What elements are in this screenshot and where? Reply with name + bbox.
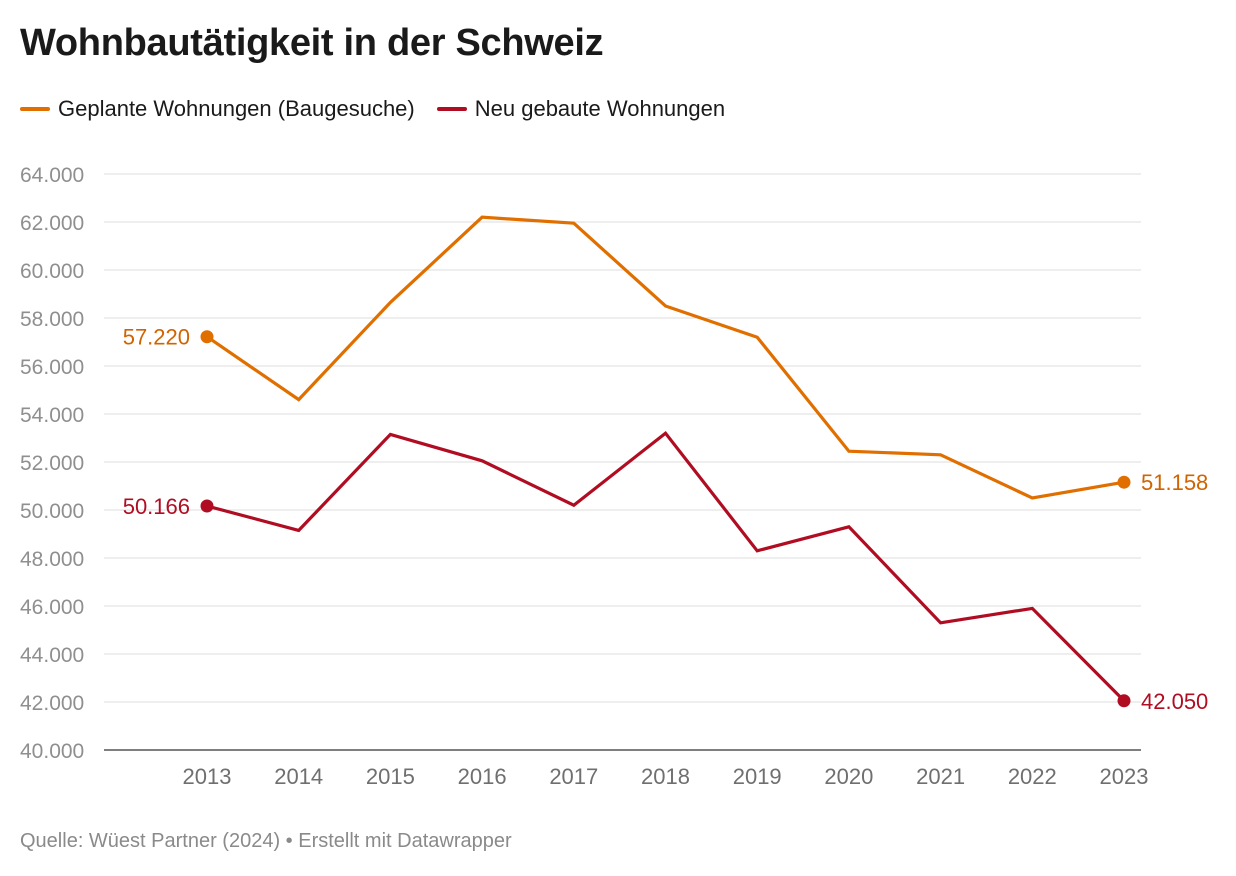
y-tick-label: 62.000 [20,212,84,235]
y-tick-label: 58.000 [20,308,84,331]
series-1-point [1117,694,1131,708]
x-tick-label: 2021 [916,764,965,789]
x-tick-label: 2018 [641,764,690,789]
series-0-point [1117,475,1131,489]
series-0-point [200,330,214,344]
legend-item-neu-gebaute: Neu gebaute Wohnungen [436,96,726,122]
y-tick-label: 42.000 [20,692,84,715]
y-tick-label: 44.000 [20,644,84,667]
series-0-start-label: 57.220 [123,325,190,350]
legend-label-geplante: Geplante Wohnungen (Baugesuche) [58,96,415,121]
series-1-point [200,499,214,513]
x-tick-label: 2017 [549,764,598,789]
legend-item-geplante: Geplante Wohnungen (Baugesuche) [20,96,415,122]
legend-swatch-geplante [20,107,50,111]
y-tick-label: 46.000 [20,596,84,619]
y-tick-label: 64.000 [20,164,84,187]
y-tick-label: 50.000 [20,500,84,523]
series-line-1 [205,430,1126,703]
legend: Geplante Wohnungen (Baugesuche) Neu geba… [20,96,725,122]
series-line-0 [205,215,1126,500]
x-tick-label: 2013 [183,764,232,789]
series-1-start-label: 50.166 [123,494,190,519]
legend-swatch-neu-gebaute [436,107,467,111]
y-tick-label: 60.000 [20,260,84,283]
x-tick-label: 2020 [824,764,873,789]
y-tick-label: 48.000 [20,548,84,571]
y-tick-label: 56.000 [20,356,84,379]
source-footer: Quelle: Wüest Partner (2024) • Erstellt … [20,830,512,852]
x-tick-label: 2022 [1008,764,1057,789]
x-tick-label: 2015 [366,764,415,789]
x-tick-label: 2019 [733,764,782,789]
x-tick-label: 2023 [1100,764,1149,789]
y-tick-label: 52.000 [20,452,84,475]
chart-title: Wohnbautätigkeit in der Schweiz [20,22,604,64]
x-tick-label: 2014 [274,764,323,789]
legend-label-neu-gebaute: Neu gebaute Wohnungen [474,96,726,121]
series-0-end-label: 51.158 [1141,470,1208,495]
y-tick-label: 40.000 [20,740,84,763]
series-1-end-label: 42.050 [1141,689,1208,714]
x-tick-label: 2016 [458,764,507,789]
y-tick-label: 54.000 [20,404,84,427]
